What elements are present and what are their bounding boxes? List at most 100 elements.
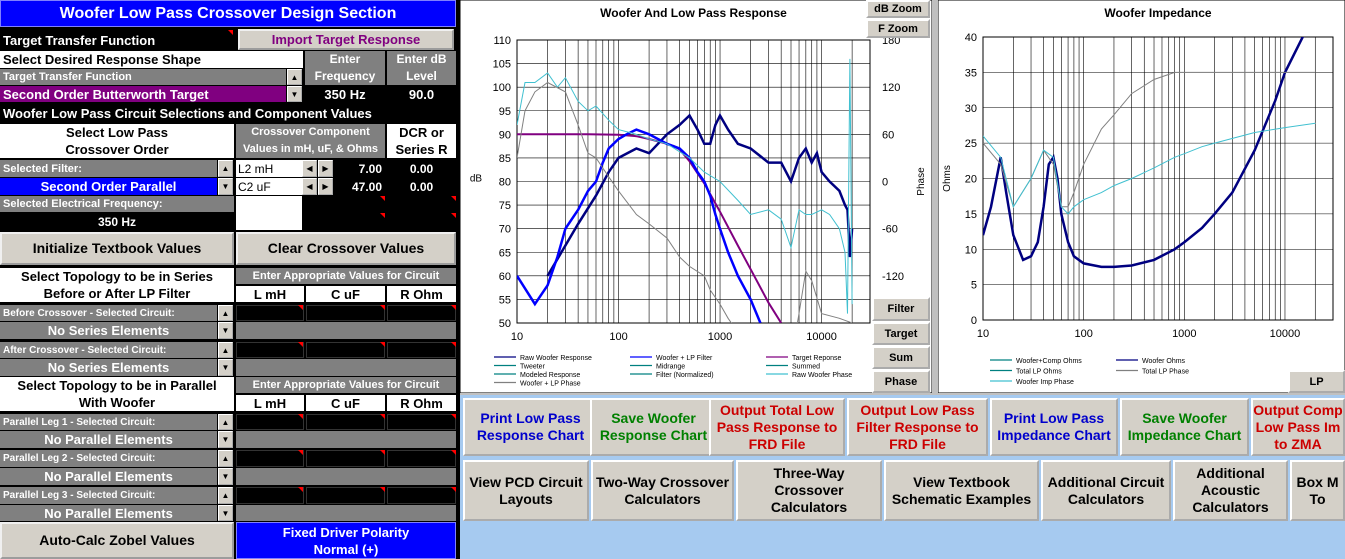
legend-entry-5: Summed [792, 364, 820, 371]
p2-c-input[interactable] [306, 450, 385, 467]
y-tick-label: 105 [493, 59, 511, 71]
row2-button-2[interactable]: Three-Way Crossover Calculators [736, 460, 882, 521]
y-tick-label: 40 [965, 32, 977, 44]
p3-c-input[interactable] [306, 487, 385, 504]
row1-button-4[interactable]: Print Low Pass Impedance Chart [990, 398, 1118, 456]
before-scroll-up[interactable]: ▲ [218, 305, 233, 321]
before-l-input[interactable] [236, 305, 304, 321]
after-scroll-down[interactable]: ▼ [218, 359, 233, 376]
legend-entry-1: Woofer Ohms [1142, 358, 1186, 365]
chart-title: Woofer And Low Pass Response [600, 6, 787, 20]
legend-entry-4: Woofer Imp Phase [1016, 379, 1074, 386]
p1-c-input[interactable] [306, 414, 385, 430]
row2-button-5[interactable]: Additional Acoustic Calculators [1173, 460, 1288, 521]
parallel-leg2-value[interactable]: No Parallel Elements [0, 468, 217, 485]
p2-l-input[interactable] [236, 450, 304, 467]
p2-scroll-down[interactable]: ▼ [218, 468, 233, 485]
auto-calc-zobel-button[interactable]: Auto-Calc Zobel Values [0, 522, 234, 559]
empty-component-cell-2[interactable] [236, 213, 302, 230]
legend-entry-0: Raw Woofer Response [520, 355, 592, 362]
p3-l-input[interactable] [236, 487, 304, 504]
f-zoom-button[interactable]: F Zoom [866, 19, 930, 38]
l2-decrement[interactable]: ◀ [302, 160, 317, 177]
parallel-leg3-value[interactable]: No Parallel Elements [0, 505, 217, 521]
l2-dcr[interactable]: 0.00 [387, 160, 456, 177]
circuit-header: Woofer Low Pass Circuit Selections and C… [3, 106, 372, 121]
c2-decrement[interactable]: ◀ [302, 178, 317, 195]
row1-button-3[interactable]: Output Low Pass Filter Response to FRD F… [847, 398, 988, 456]
after-crossover-value[interactable]: No Series Elements [0, 359, 217, 376]
frequency-input[interactable]: 350 Hz [305, 86, 385, 102]
y-tick-label: 65 [499, 247, 511, 259]
p1-scroll-up[interactable]: ▲ [218, 414, 233, 430]
y-axis-label: Ohms [942, 165, 953, 192]
empty-component-cell[interactable] [236, 196, 302, 213]
legend-entry-2: Total LP Ohms [1016, 369, 1062, 376]
driver-polarity-button[interactable]: Fixed Driver Polarity Normal (+) [236, 522, 456, 559]
import-target-button[interactable]: Import Target Response [238, 29, 454, 50]
y2-axis-label: Phase [916, 167, 927, 196]
p1-r-input[interactable] [387, 414, 456, 430]
db-zoom-button[interactable]: dB Zoom [866, 0, 930, 18]
sum-toggle-button[interactable]: Sum [872, 346, 930, 369]
legend-entry-8: Raw Woofer Phase [792, 372, 852, 379]
p2-scroll-up[interactable]: ▲ [218, 450, 233, 467]
row1-button-6[interactable]: Output Comp Low Pass Im to ZMA [1251, 398, 1345, 456]
p1-l-input[interactable] [236, 414, 304, 430]
before-c-input[interactable] [306, 305, 385, 321]
after-scroll-up[interactable]: ▲ [218, 342, 233, 358]
c2-value[interactable]: 47.00 [334, 178, 385, 195]
p3-scroll-up[interactable]: ▲ [218, 487, 233, 504]
parallel-col-c: C uF [306, 395, 385, 411]
target-scroll-up[interactable]: ▲ [287, 69, 302, 85]
l2-increment[interactable]: ▶ [318, 160, 333, 177]
before-r-input[interactable] [387, 305, 456, 321]
parallel-enter-values-header: Enter Appropriate Values for Circuit [236, 377, 456, 393]
y-tick-label: 75 [499, 200, 511, 212]
legend-entry-3: Total LP Phase [1142, 369, 1189, 376]
row1-button-5[interactable]: Save Woofer Impedance Chart [1120, 398, 1249, 456]
filter-toggle-button[interactable]: Filter [872, 297, 930, 321]
row2-button-0[interactable]: View PCD Circuit Layouts [463, 460, 589, 521]
y-tick-label: 110 [493, 35, 511, 47]
filter-select[interactable]: Second Order Parallel [0, 178, 217, 195]
p3-scroll-down[interactable]: ▼ [218, 505, 233, 521]
lp-toggle-button[interactable]: LP [1288, 370, 1345, 393]
p2-r-input[interactable] [387, 450, 456, 467]
target-toggle-button[interactable]: Target [872, 322, 930, 345]
row1-button-2[interactable]: Output Total Low Pass Response to FRD Fi… [709, 398, 845, 456]
y-tick-label: 35 [965, 67, 977, 79]
legend-entry-0: Woofer+Comp Ohms [1016, 358, 1082, 365]
filter-scroll-down[interactable]: ▼ [218, 178, 233, 195]
phase-toggle-button[interactable]: Phase [872, 370, 930, 393]
before-crossover-value[interactable]: No Series Elements [0, 322, 217, 339]
after-r-input[interactable] [387, 342, 456, 358]
c2-increment[interactable]: ▶ [318, 178, 333, 195]
legend-entry-6: Modeled Response [520, 372, 580, 379]
x-tick-label: 10000 [1270, 328, 1301, 340]
target-scroll-down[interactable]: ▼ [287, 86, 302, 102]
clear-crossover-button[interactable]: Clear Crossover Values [236, 232, 456, 265]
legend-entry-4: Midrange [656, 364, 685, 371]
before-scroll-down[interactable]: ▼ [218, 322, 233, 339]
p3-r-input[interactable] [387, 487, 456, 504]
row2-button-3[interactable]: View Textbook Schematic Examples [884, 460, 1039, 521]
initialize-textbook-button[interactable]: Initialize Textbook Values [0, 232, 234, 265]
target-tf-label: Target Transfer Function [0, 69, 286, 85]
filter-scroll-up[interactable]: ▲ [218, 160, 233, 177]
series-col-c: C uF [306, 286, 385, 302]
row2-button-1[interactable]: Two-Way Crossover Calculators [591, 460, 734, 521]
p1-scroll-down[interactable]: ▼ [218, 431, 233, 448]
series-line-1 [546, 112, 854, 277]
row1-button-1[interactable]: Save Woofer Response Chart [590, 398, 717, 456]
db-level-input[interactable]: 90.0 [387, 86, 456, 102]
row2-button-4[interactable]: Additional Circuit Calculators [1041, 460, 1171, 521]
after-c-input[interactable] [306, 342, 385, 358]
parallel-leg1-value[interactable]: No Parallel Elements [0, 431, 217, 448]
row1-button-0[interactable]: Print Low Pass Response Chart [463, 398, 598, 456]
row2-button-6[interactable]: Box M To [1290, 460, 1345, 521]
c2-dcr[interactable]: 0.00 [387, 178, 456, 195]
l2-value[interactable]: 7.00 [334, 160, 385, 177]
target-shape-select[interactable]: Second Order Butterworth Target [0, 86, 286, 102]
after-l-input[interactable] [236, 342, 304, 358]
